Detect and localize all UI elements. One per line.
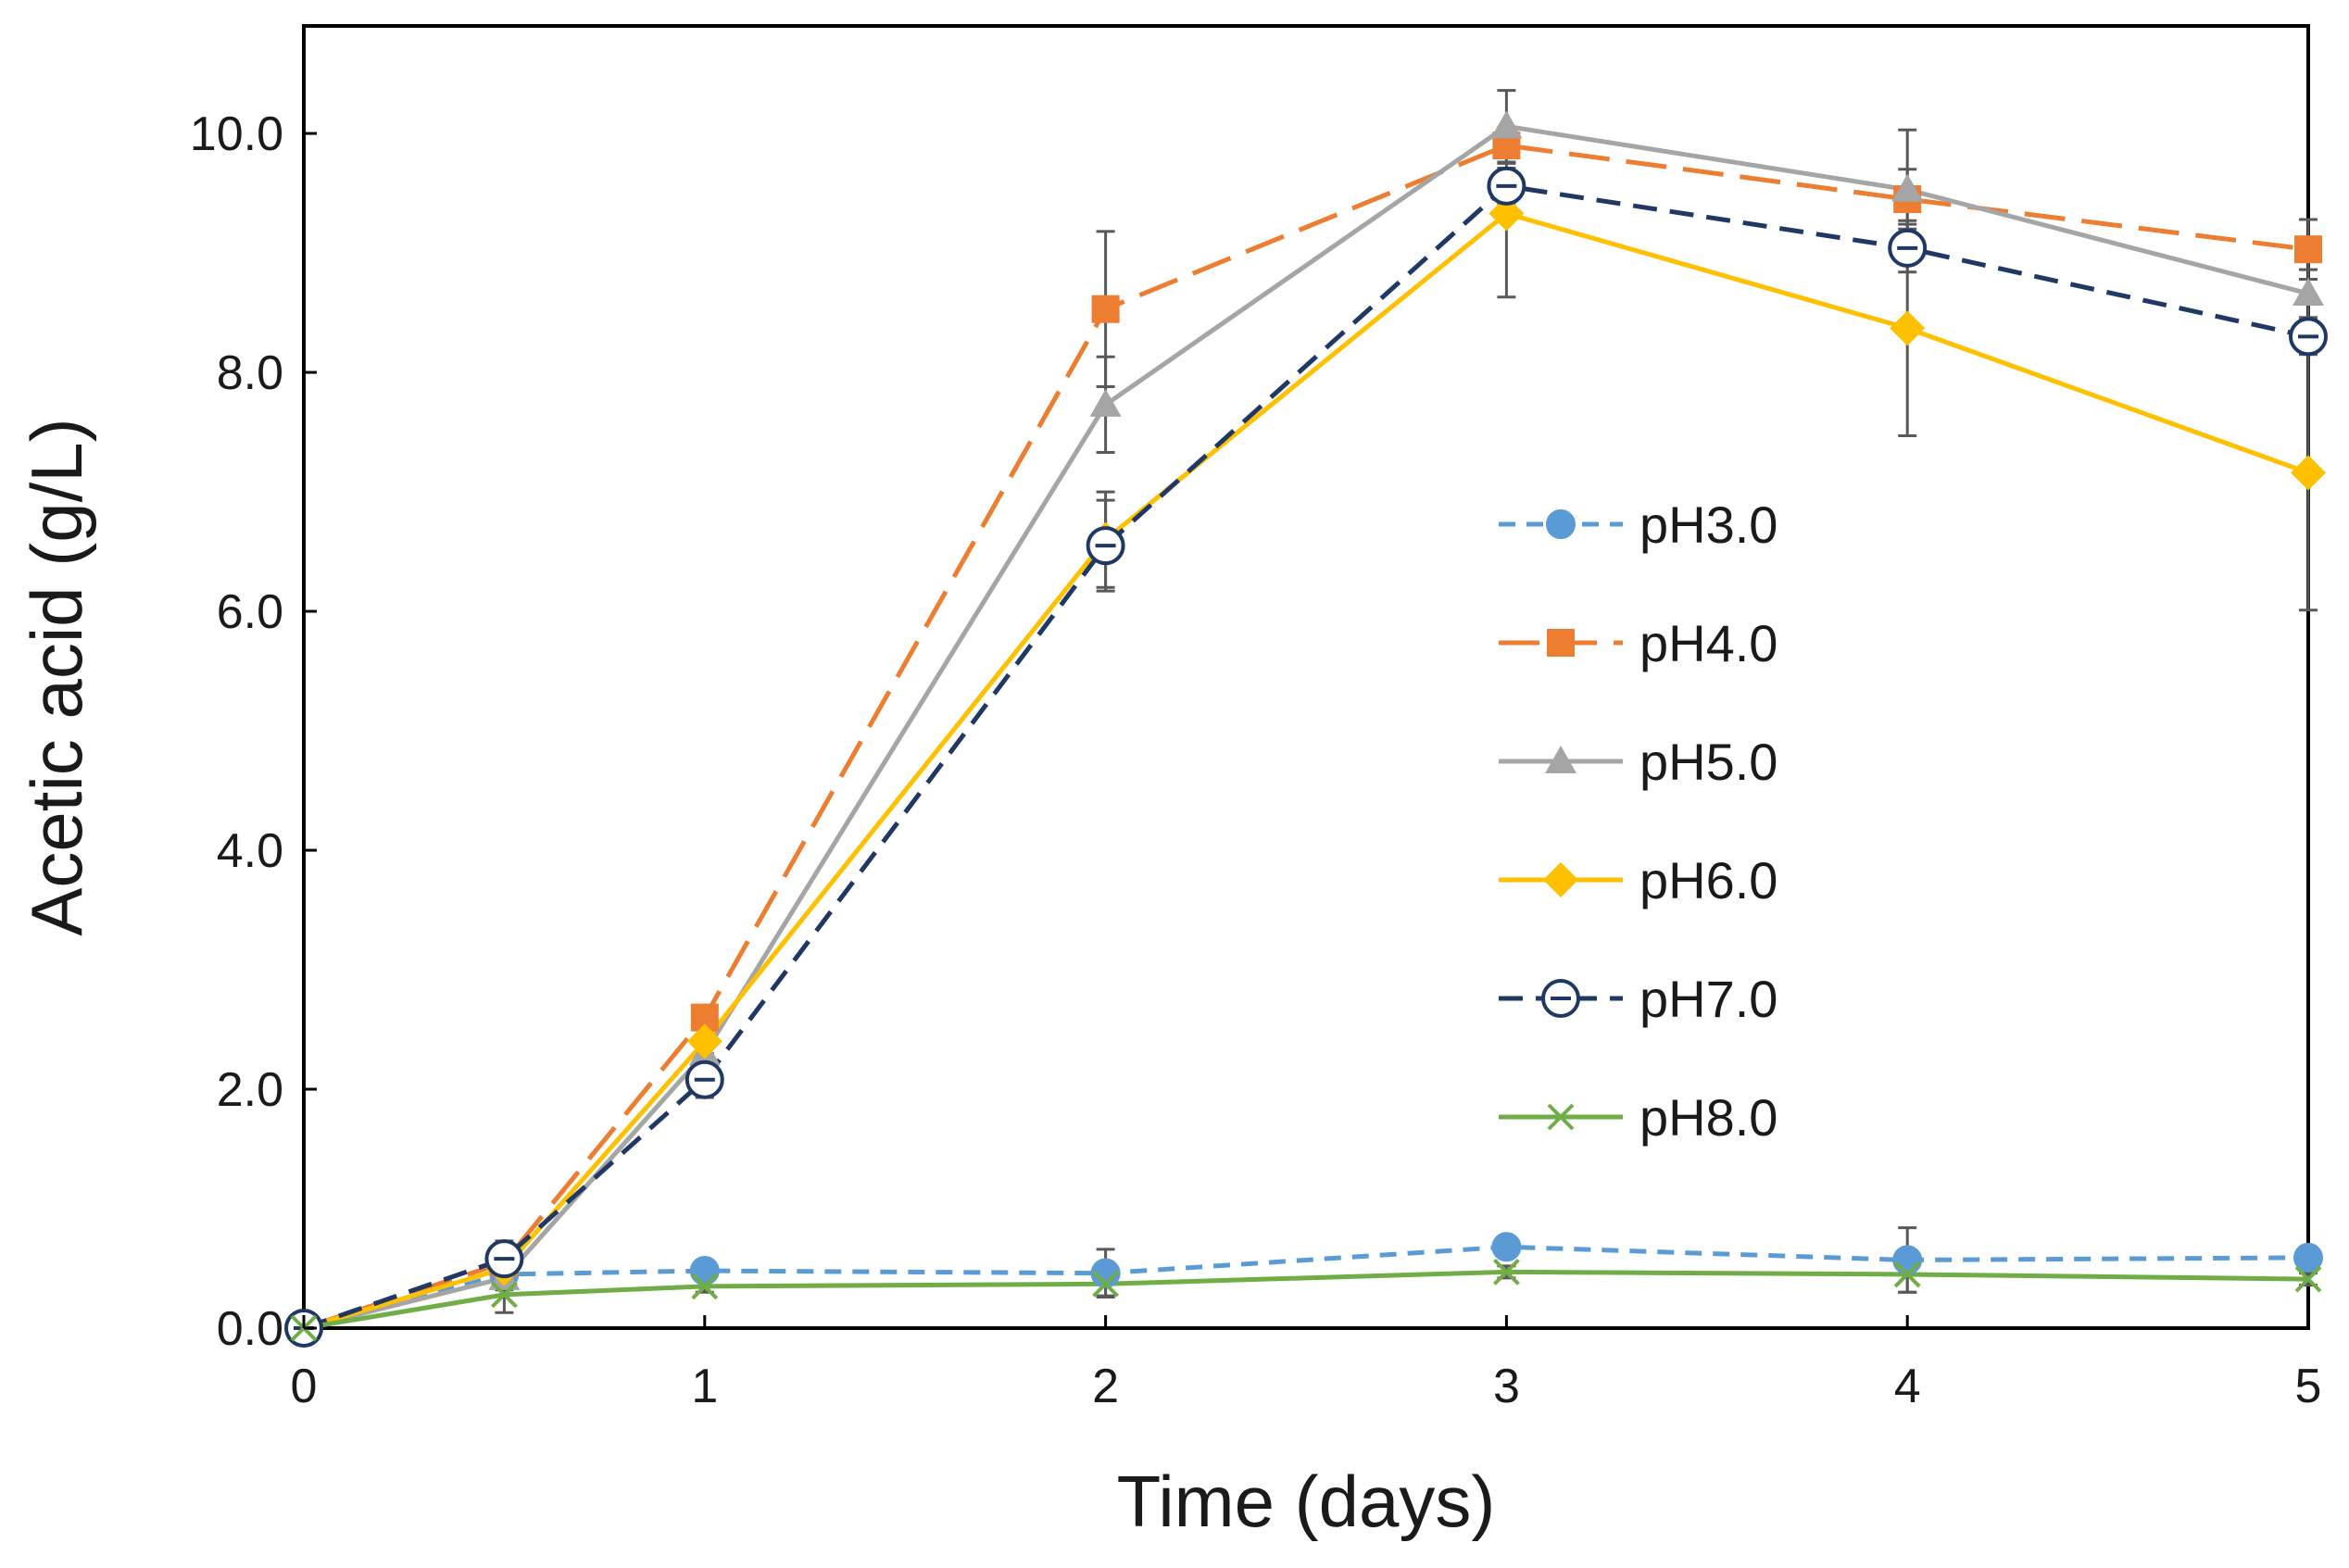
legend-item-ph7-0: pH7.0 [1499, 970, 1777, 1028]
data-point-ph8-0-2 [691, 1273, 719, 1300]
legend-marker-ph3-0 [1546, 509, 1576, 539]
data-point-ph5-0-6 [2292, 277, 2324, 306]
data-point-ph5-0-4 [1490, 110, 1523, 139]
data-point-ph3-0-3 [1090, 1258, 1121, 1288]
legend-item-ph6-0: pH6.0 [1499, 851, 1777, 909]
y-tick-label-0: 0.0 [217, 1302, 283, 1356]
legend-label-ph5-0: pH5.0 [1639, 733, 1777, 791]
legend-item-ph3-0: pH3.0 [1499, 495, 1777, 554]
x-tick-label-0: 0 [291, 1360, 318, 1413]
legend-label-ph7-0: pH7.0 [1639, 970, 1777, 1028]
data-point-ph7-0-1 [484, 1239, 524, 1279]
data-point-ph7-0-6 [2289, 317, 2328, 357]
data-point-ph6-0-6 [2291, 455, 2326, 491]
axis-ticks-layer: 0.0 2.0 4.0 6.0 8.0 10.0 0 1 2 3 4 5 [190, 107, 2322, 1413]
legend-marker-ph8-0 [1547, 1103, 1575, 1131]
legend-label-ph6-0: pH6.0 [1639, 851, 1777, 909]
data-point-ph8-0-6 [2294, 1265, 2322, 1293]
x-tick-label-5: 5 [2295, 1360, 2322, 1413]
data-point-ph5-0-3 [1089, 388, 1122, 417]
x-tick-label-4: 4 [1894, 1360, 1921, 1413]
series-markers-layer [284, 110, 2328, 1348]
data-point-ph7-0-4 [1487, 166, 1526, 206]
legend-item-ph5-0: pH5.0 [1499, 733, 1777, 791]
legend-marker-ph4-0 [1547, 629, 1575, 657]
legend-item-ph8-0: pH8.0 [1499, 1088, 1777, 1147]
y-tick-label-2: 4.0 [217, 824, 283, 878]
x-tick-label-2: 2 [1092, 1360, 1119, 1413]
data-point-ph4-0-3 [1091, 295, 1120, 323]
data-point-ph7-0-3 [1086, 526, 1125, 566]
data-point-ph8-0-3 [1092, 1270, 1120, 1298]
data-point-ph5-0-5 [1891, 173, 1924, 202]
y-tick-label-5: 10.0 [190, 107, 283, 161]
data-point-ph6-0-5 [1890, 310, 1926, 346]
data-point-ph7-0-5 [1888, 228, 1928, 268]
data-point-ph8-0-1 [490, 1281, 518, 1309]
plot-area-frame [302, 24, 2310, 1330]
data-point-ph4-0-6 [2294, 235, 2322, 264]
y-axis-title: Acetic acid (g/L) [16, 418, 97, 935]
data-point-ph6-0-2 [686, 1023, 722, 1060]
legend-marker-ph7-0 [1541, 979, 1580, 1018]
data-point-ph6-0-4 [1489, 195, 1525, 232]
y-tick-label-4: 8.0 [217, 346, 283, 400]
y-tick-label-1: 2.0 [217, 1063, 283, 1117]
data-point-ph7-0-2 [685, 1060, 724, 1099]
legend-marker-ph6-0 [1543, 862, 1578, 897]
x-tick-label-1: 1 [691, 1360, 718, 1413]
data-point-ph3-0-5 [1892, 1245, 1923, 1275]
legend-marker-ph5-0 [1545, 746, 1576, 773]
legend-label-ph4-0: pH4.0 [1639, 614, 1777, 672]
data-point-ph8-0-5 [1893, 1261, 1921, 1288]
data-point-ph3-0-6 [2293, 1242, 2323, 1273]
legend: pH3.0 pH4.0 pH5.0 pH6.0 pH7.0 pH8.0 [1499, 495, 1777, 1147]
data-point-ph3-0-2 [689, 1256, 720, 1286]
data-point-ph8-0-4 [1492, 1258, 1520, 1286]
legend-label-ph8-0: pH8.0 [1639, 1088, 1777, 1147]
y-tick-label-3: 6.0 [217, 585, 283, 639]
x-axis-title: Time (days) [1117, 1461, 1496, 1542]
data-point-ph3-0-4 [1491, 1232, 1522, 1262]
legend-label-ph3-0: pH3.0 [1639, 495, 1777, 554]
legend-item-ph4-0: pH4.0 [1499, 614, 1777, 672]
x-tick-label-3: 3 [1493, 1360, 1520, 1413]
